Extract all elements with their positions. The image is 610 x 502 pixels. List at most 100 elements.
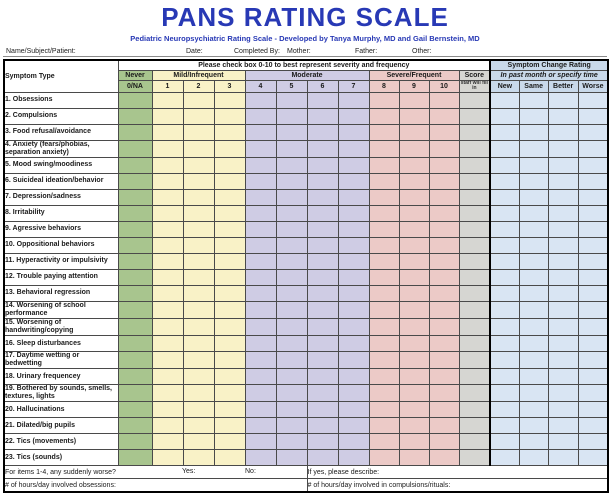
rating-checkbox-cell-row20-0NA[interactable] xyxy=(117,401,153,419)
change-cell-row2-worse[interactable] xyxy=(577,107,609,125)
rating-checkbox-cell-row19-2[interactable] xyxy=(182,384,215,403)
change-cell-row13-new[interactable] xyxy=(489,284,520,302)
change-cell-row19-better[interactable] xyxy=(547,384,579,403)
rating-checkbox-cell-row3-2[interactable] xyxy=(182,123,215,141)
score-cell-row23[interactable] xyxy=(458,449,491,467)
rating-checkbox-cell-row13-5[interactable] xyxy=(275,284,308,302)
rating-checkbox-cell-row3-4[interactable] xyxy=(244,123,277,141)
change-cell-row12-same[interactable] xyxy=(518,268,549,286)
rating-checkbox-cell-row10-6[interactable] xyxy=(306,236,339,254)
change-cell-row8-better[interactable] xyxy=(547,204,579,222)
change-cell-row23-better[interactable] xyxy=(547,449,579,467)
change-cell-row17-worse[interactable] xyxy=(577,351,609,370)
score-cell-row18[interactable] xyxy=(458,368,491,386)
rating-checkbox-cell-row18-2[interactable] xyxy=(182,368,215,386)
change-cell-row2-same[interactable] xyxy=(518,107,549,125)
rating-checkbox-cell-row15-2[interactable] xyxy=(182,317,215,337)
rating-checkbox-cell-row9-5[interactable] xyxy=(275,220,308,238)
rating-checkbox-cell-row11-3[interactable] xyxy=(213,252,246,270)
rating-checkbox-cell-row15-1[interactable] xyxy=(151,317,184,337)
change-cell-row17-better[interactable] xyxy=(547,351,579,370)
rating-checkbox-cell-row21-9[interactable] xyxy=(398,417,430,435)
score-cell-row16[interactable] xyxy=(458,335,491,353)
rating-checkbox-cell-row14-0NA[interactable] xyxy=(117,300,153,319)
rating-checkbox-cell-row7-2[interactable] xyxy=(182,188,215,206)
rating-checkbox-cell-row12-8[interactable] xyxy=(368,268,400,286)
score-cell-row14[interactable] xyxy=(458,300,491,319)
rating-checkbox-cell-row9-2[interactable] xyxy=(182,220,215,238)
rating-checkbox-cell-row17-7[interactable] xyxy=(337,351,370,370)
rating-checkbox-cell-row8-2[interactable] xyxy=(182,204,215,222)
rating-checkbox-cell-row20-1[interactable] xyxy=(151,401,184,419)
rating-checkbox-cell-row19-7[interactable] xyxy=(337,384,370,403)
rating-checkbox-cell-row22-5[interactable] xyxy=(275,433,308,451)
rating-checkbox-cell-row1-7[interactable] xyxy=(337,91,370,109)
rating-checkbox-cell-row21-3[interactable] xyxy=(213,417,246,435)
rating-checkbox-cell-row16-2[interactable] xyxy=(182,335,215,353)
change-cell-row1-worse[interactable] xyxy=(577,91,609,109)
rating-checkbox-cell-row17-3[interactable] xyxy=(213,351,246,370)
rating-checkbox-cell-row5-5[interactable] xyxy=(275,156,308,174)
change-cell-row21-worse[interactable] xyxy=(577,417,609,435)
change-cell-row18-better[interactable] xyxy=(547,368,579,386)
change-cell-row13-same[interactable] xyxy=(518,284,549,302)
rating-checkbox-cell-row9-6[interactable] xyxy=(306,220,339,238)
change-cell-row21-same[interactable] xyxy=(518,417,549,435)
score-cell-row11[interactable] xyxy=(458,252,491,270)
rating-checkbox-cell-row4-10[interactable] xyxy=(428,139,460,158)
rating-checkbox-cell-row5-10[interactable] xyxy=(428,156,460,174)
rating-checkbox-cell-row10-7[interactable] xyxy=(337,236,370,254)
rating-checkbox-cell-row8-3[interactable] xyxy=(213,204,246,222)
rating-checkbox-cell-row10-10[interactable] xyxy=(428,236,460,254)
change-cell-row14-worse[interactable] xyxy=(577,300,609,319)
rating-checkbox-cell-row12-3[interactable] xyxy=(213,268,246,286)
score-cell-row1[interactable] xyxy=(458,91,491,109)
rating-checkbox-cell-row9-7[interactable] xyxy=(337,220,370,238)
rating-checkbox-cell-row3-7[interactable] xyxy=(337,123,370,141)
rating-checkbox-cell-row7-8[interactable] xyxy=(368,188,400,206)
rating-checkbox-cell-row18-5[interactable] xyxy=(275,368,308,386)
rating-checkbox-cell-row17-5[interactable] xyxy=(275,351,308,370)
change-cell-row11-better[interactable] xyxy=(547,252,579,270)
rating-checkbox-cell-row19-9[interactable] xyxy=(398,384,430,403)
rating-checkbox-cell-row16-0NA[interactable] xyxy=(117,335,153,353)
change-cell-row12-new[interactable] xyxy=(489,268,520,286)
rating-checkbox-cell-row22-1[interactable] xyxy=(151,433,184,451)
rating-checkbox-cell-row14-2[interactable] xyxy=(182,300,215,319)
rating-checkbox-cell-row20-3[interactable] xyxy=(213,401,246,419)
rating-checkbox-cell-row18-3[interactable] xyxy=(213,368,246,386)
rating-checkbox-cell-row1-5[interactable] xyxy=(275,91,308,109)
change-cell-row13-better[interactable] xyxy=(547,284,579,302)
rating-checkbox-cell-row14-4[interactable] xyxy=(244,300,277,319)
rating-checkbox-cell-row22-6[interactable] xyxy=(306,433,339,451)
change-cell-row16-better[interactable] xyxy=(547,335,579,353)
score-cell-row2[interactable] xyxy=(458,107,491,125)
change-cell-row11-new[interactable] xyxy=(489,252,520,270)
change-cell-row19-new[interactable] xyxy=(489,384,520,403)
rating-checkbox-cell-row16-1[interactable] xyxy=(151,335,184,353)
rating-checkbox-cell-row21-2[interactable] xyxy=(182,417,215,435)
change-cell-row3-better[interactable] xyxy=(547,123,579,141)
rating-checkbox-cell-row6-8[interactable] xyxy=(368,172,400,190)
rating-checkbox-cell-row6-6[interactable] xyxy=(306,172,339,190)
change-cell-row18-same[interactable] xyxy=(518,368,549,386)
change-cell-row9-better[interactable] xyxy=(547,220,579,238)
rating-checkbox-cell-row5-9[interactable] xyxy=(398,156,430,174)
rating-checkbox-cell-row7-4[interactable] xyxy=(244,188,277,206)
change-cell-row4-better[interactable] xyxy=(547,139,579,158)
rating-checkbox-cell-row11-6[interactable] xyxy=(306,252,339,270)
rating-checkbox-cell-row5-6[interactable] xyxy=(306,156,339,174)
rating-checkbox-cell-row20-5[interactable] xyxy=(275,401,308,419)
change-cell-row16-new[interactable] xyxy=(489,335,520,353)
score-cell-row10[interactable] xyxy=(458,236,491,254)
change-cell-row15-worse[interactable] xyxy=(577,317,609,337)
rating-checkbox-cell-row21-5[interactable] xyxy=(275,417,308,435)
rating-checkbox-cell-row16-5[interactable] xyxy=(275,335,308,353)
rating-checkbox-cell-row12-10[interactable] xyxy=(428,268,460,286)
change-cell-row4-worse[interactable] xyxy=(577,139,609,158)
change-cell-row6-new[interactable] xyxy=(489,172,520,190)
rating-checkbox-cell-row7-5[interactable] xyxy=(275,188,308,206)
change-cell-row16-worse[interactable] xyxy=(577,335,609,353)
rating-checkbox-cell-row20-9[interactable] xyxy=(398,401,430,419)
rating-checkbox-cell-row20-10[interactable] xyxy=(428,401,460,419)
